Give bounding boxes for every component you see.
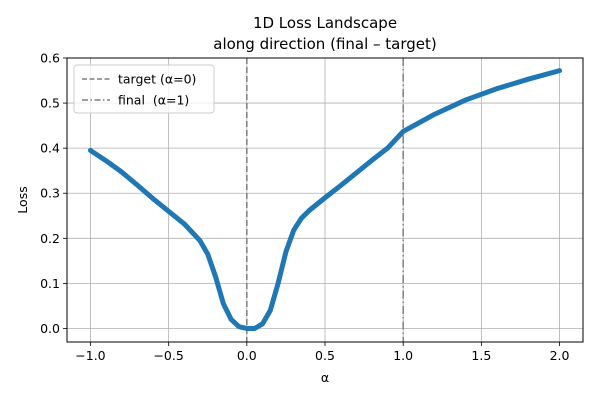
reference-lines [246, 58, 404, 342]
x-ticks: −1.0 −0.5 0.0 0.5 1.0 1.5 2.0 [75, 342, 570, 363]
chart-subtitle: along direction (final – target) [213, 35, 437, 53]
y-tick-label: 0.1 [40, 276, 60, 291]
y-tick-label: 0.0 [40, 321, 60, 336]
y-ticks: 0.0 0.1 0.2 0.3 0.4 0.5 0.6 [40, 51, 67, 336]
x-tick-label: 1.0 [393, 348, 413, 363]
y-tick-label: 0.6 [40, 51, 60, 66]
legend: target (α=0) final (α=1) [73, 64, 215, 114]
x-tick-label: −1.0 [75, 348, 105, 363]
legend-label-target: target (α=0) [118, 72, 196, 87]
chart-title: 1D Loss Landscape [253, 14, 397, 32]
y-tick-label: 0.2 [40, 231, 60, 246]
y-tick-label: 0.3 [40, 186, 60, 201]
x-tick-label: −0.5 [153, 348, 183, 363]
legend-label-final: final (α=1) [118, 93, 189, 108]
y-tick-label: 0.5 [40, 96, 60, 111]
x-tick-label: 0.0 [237, 348, 257, 363]
series-line-0 [87, 68, 563, 331]
legend-box [73, 64, 215, 114]
series-layer [87, 68, 563, 331]
x-tick-label: 0.5 [315, 348, 335, 363]
x-tick-label: 2.0 [550, 348, 570, 363]
x-axis-label: α [321, 370, 329, 385]
x-tick-label: 1.5 [471, 348, 491, 363]
y-tick-label: 0.4 [40, 141, 60, 156]
y-axis-label: Loss [15, 186, 30, 213]
